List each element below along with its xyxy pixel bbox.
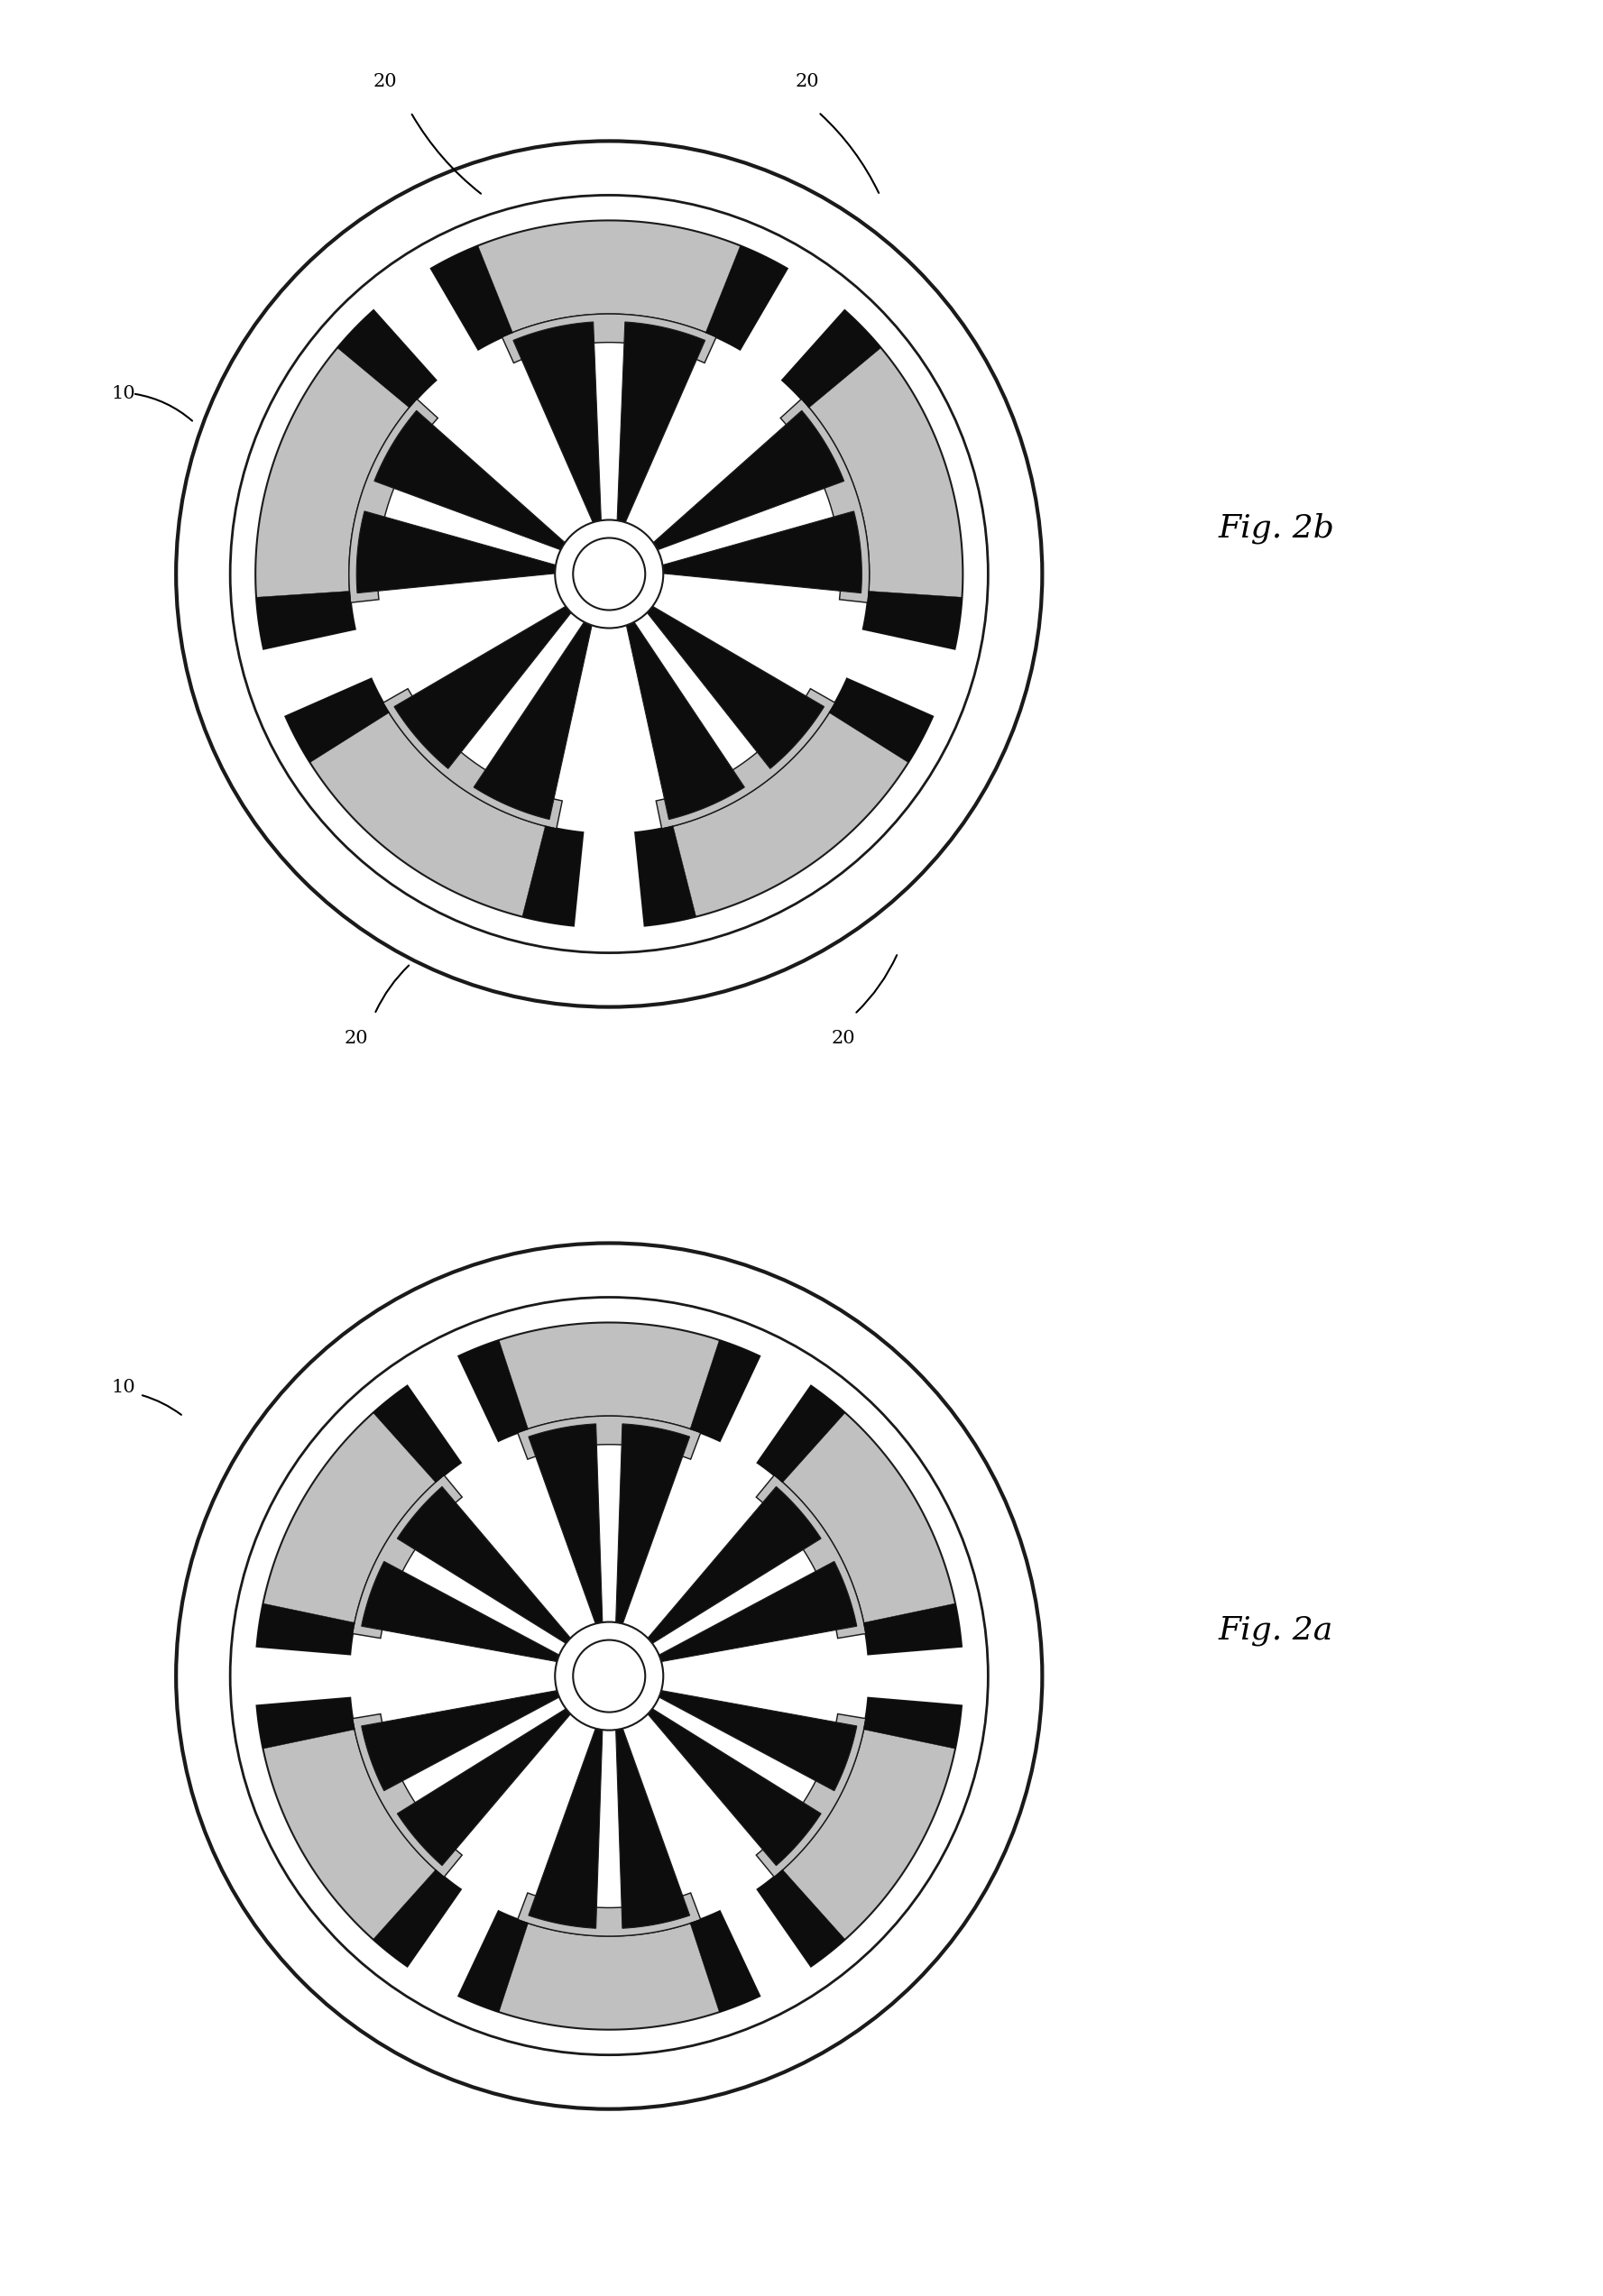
- Polygon shape: [256, 1603, 354, 1655]
- Polygon shape: [353, 1474, 462, 1639]
- Polygon shape: [689, 1910, 760, 2011]
- Polygon shape: [757, 1713, 866, 1878]
- Polygon shape: [394, 602, 579, 769]
- Polygon shape: [431, 220, 787, 349]
- Circle shape: [176, 1242, 1042, 2110]
- Polygon shape: [431, 246, 513, 349]
- Polygon shape: [782, 310, 882, 409]
- Polygon shape: [513, 321, 601, 533]
- Polygon shape: [337, 310, 436, 409]
- Text: Fig. 2b: Fig. 2b: [1218, 512, 1335, 544]
- Polygon shape: [398, 1486, 577, 1649]
- Polygon shape: [758, 1387, 962, 1655]
- Text: 10: 10: [111, 386, 135, 402]
- Polygon shape: [616, 1717, 689, 1929]
- Polygon shape: [758, 1387, 845, 1483]
- Polygon shape: [458, 1322, 760, 1442]
- Polygon shape: [782, 310, 963, 650]
- Polygon shape: [474, 613, 595, 820]
- Polygon shape: [458, 1910, 529, 2011]
- Polygon shape: [617, 321, 705, 533]
- Polygon shape: [353, 1713, 462, 1878]
- Polygon shape: [349, 400, 438, 602]
- Polygon shape: [705, 246, 787, 349]
- Polygon shape: [383, 689, 563, 829]
- Polygon shape: [656, 689, 835, 829]
- Polygon shape: [758, 1697, 962, 1965]
- Text: Fig. 2a: Fig. 2a: [1218, 1614, 1334, 1646]
- Polygon shape: [285, 680, 583, 925]
- Polygon shape: [373, 1869, 460, 1965]
- Polygon shape: [757, 1474, 866, 1639]
- Polygon shape: [362, 1561, 569, 1665]
- Polygon shape: [523, 827, 583, 925]
- Polygon shape: [635, 680, 933, 925]
- Polygon shape: [356, 512, 566, 592]
- Text: 20: 20: [832, 1029, 856, 1047]
- Polygon shape: [864, 1697, 962, 1750]
- Polygon shape: [458, 1910, 760, 2030]
- Text: 10: 10: [111, 1380, 135, 1396]
- Polygon shape: [652, 512, 862, 592]
- Circle shape: [555, 519, 664, 629]
- Polygon shape: [502, 315, 717, 363]
- Polygon shape: [529, 1717, 603, 1929]
- Polygon shape: [781, 400, 869, 602]
- Polygon shape: [649, 1561, 856, 1665]
- Polygon shape: [458, 1341, 529, 1442]
- Polygon shape: [529, 1424, 603, 1635]
- Circle shape: [231, 1297, 987, 2055]
- Polygon shape: [256, 1697, 460, 1965]
- Polygon shape: [285, 680, 390, 762]
- Polygon shape: [518, 1417, 701, 1460]
- Circle shape: [555, 1621, 664, 1731]
- Polygon shape: [624, 613, 744, 820]
- Polygon shape: [862, 590, 962, 650]
- Polygon shape: [256, 1697, 354, 1750]
- Polygon shape: [518, 1892, 701, 1936]
- Polygon shape: [373, 1387, 460, 1483]
- Polygon shape: [635, 827, 696, 925]
- Polygon shape: [398, 1704, 577, 1867]
- Polygon shape: [256, 590, 356, 650]
- Polygon shape: [649, 1688, 856, 1791]
- Polygon shape: [758, 1869, 845, 1965]
- Circle shape: [572, 1639, 646, 1713]
- Polygon shape: [255, 310, 436, 650]
- Polygon shape: [362, 1688, 569, 1791]
- Polygon shape: [256, 1387, 460, 1655]
- Polygon shape: [864, 1603, 962, 1655]
- Polygon shape: [641, 1704, 821, 1867]
- Text: 20: 20: [373, 73, 398, 90]
- Polygon shape: [640, 602, 824, 769]
- Polygon shape: [644, 411, 845, 553]
- Text: 20: 20: [795, 73, 819, 90]
- Circle shape: [231, 195, 987, 953]
- Circle shape: [572, 537, 646, 611]
- Polygon shape: [641, 1486, 821, 1649]
- Polygon shape: [373, 411, 574, 553]
- Polygon shape: [689, 1341, 760, 1442]
- Text: 20: 20: [345, 1029, 369, 1047]
- Circle shape: [176, 140, 1042, 1008]
- Polygon shape: [616, 1424, 689, 1635]
- Polygon shape: [829, 680, 933, 762]
